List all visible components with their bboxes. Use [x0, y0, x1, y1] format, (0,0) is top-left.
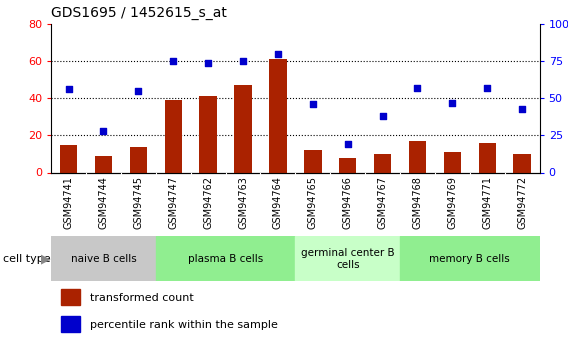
Text: transformed count: transformed count — [90, 293, 194, 303]
Text: GDS1695 / 1452615_s_at: GDS1695 / 1452615_s_at — [51, 6, 227, 20]
Bar — [95, 156, 112, 172]
Bar — [269, 59, 287, 172]
Text: GSM94771: GSM94771 — [482, 176, 492, 229]
Bar — [61, 316, 81, 332]
Point — [448, 100, 457, 106]
Bar — [234, 85, 252, 172]
Point — [343, 141, 352, 147]
Bar — [60, 145, 77, 172]
Point — [273, 51, 282, 57]
Text: GSM94741: GSM94741 — [64, 176, 74, 229]
Text: GSM94765: GSM94765 — [308, 176, 318, 229]
Bar — [199, 97, 217, 172]
Bar — [165, 100, 182, 172]
Point — [517, 106, 527, 111]
Text: GSM94764: GSM94764 — [273, 176, 283, 229]
Text: plasma B cells: plasma B cells — [188, 254, 263, 264]
Text: GSM94767: GSM94767 — [378, 176, 387, 229]
Text: GSM94762: GSM94762 — [203, 176, 213, 229]
Text: percentile rank within the sample: percentile rank within the sample — [90, 319, 278, 329]
Point — [308, 101, 318, 107]
Bar — [304, 150, 321, 172]
Text: ▶: ▶ — [41, 252, 51, 265]
Text: GSM94744: GSM94744 — [98, 176, 108, 229]
Point — [483, 85, 492, 91]
Bar — [295, 236, 400, 281]
Bar — [156, 236, 295, 281]
Text: GSM94763: GSM94763 — [238, 176, 248, 229]
Text: GSM94769: GSM94769 — [448, 176, 457, 229]
Bar — [478, 143, 496, 172]
Point — [64, 87, 73, 92]
Bar — [130, 147, 147, 172]
Text: GSM94747: GSM94747 — [168, 176, 178, 229]
Text: GSM94745: GSM94745 — [133, 176, 143, 229]
Bar — [444, 152, 461, 172]
Point — [203, 60, 212, 66]
Bar — [374, 154, 391, 172]
Text: GSM94766: GSM94766 — [343, 176, 353, 229]
Text: cell type: cell type — [3, 254, 51, 264]
Text: naive B cells: naive B cells — [70, 254, 136, 264]
Text: memory B cells: memory B cells — [429, 254, 510, 264]
Point — [378, 114, 387, 119]
Bar — [51, 236, 156, 281]
Point — [99, 128, 108, 134]
Point — [169, 58, 178, 64]
Text: GSM94772: GSM94772 — [517, 176, 527, 229]
Bar — [339, 158, 357, 172]
Point — [134, 88, 143, 94]
Bar — [409, 141, 426, 172]
Bar — [400, 236, 540, 281]
Point — [239, 58, 248, 64]
Text: germinal center B
cells: germinal center B cells — [301, 248, 395, 269]
Bar — [513, 154, 531, 172]
Bar — [61, 289, 81, 305]
Text: GSM94768: GSM94768 — [412, 176, 423, 229]
Point — [413, 85, 422, 91]
